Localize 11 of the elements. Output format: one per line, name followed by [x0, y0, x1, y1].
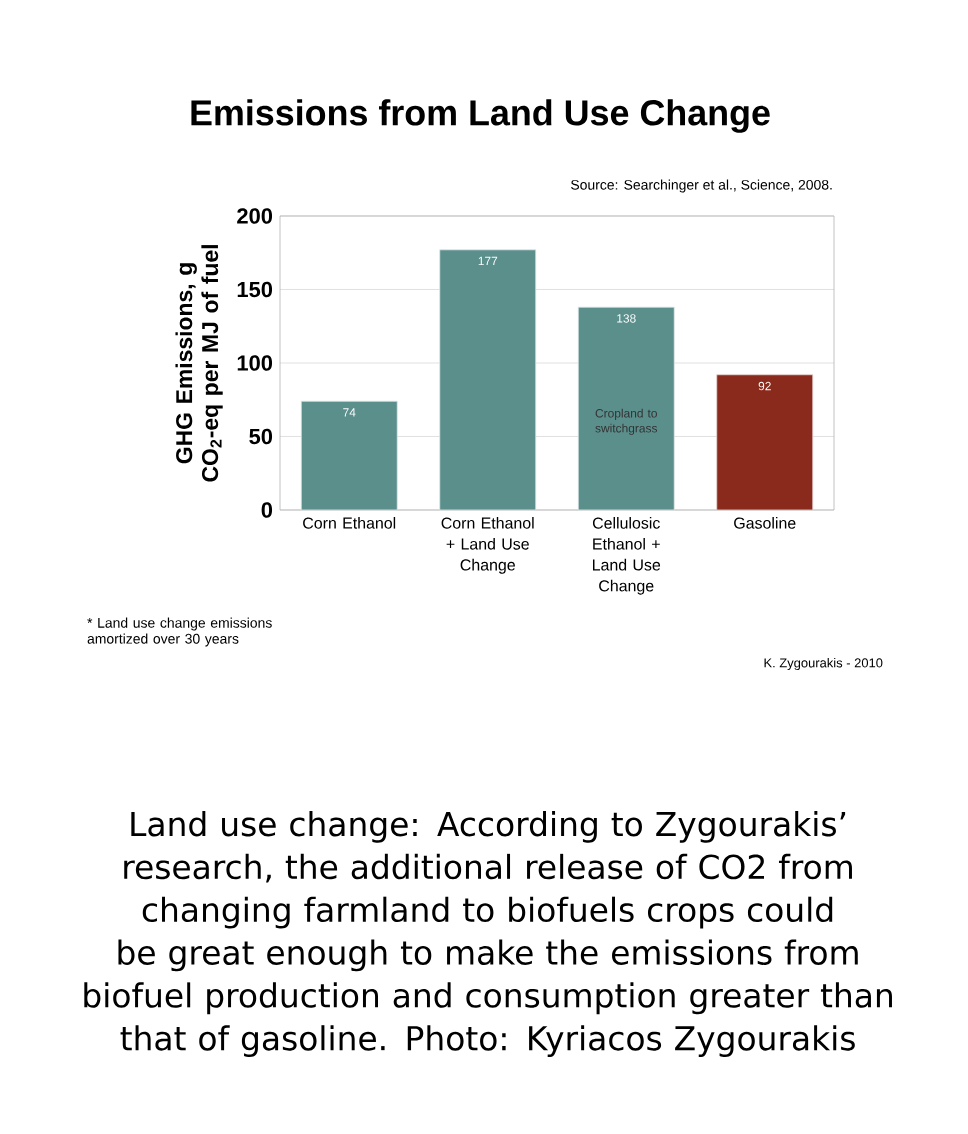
- text: Land use change: According to Zygourakis’ research, the additional release of CO2 from changing farmland to biofuels crops could be great enough to make the emissions from biofuel production and consumption greater than that of gasoline. Photo: Kyriacos Zygourakis: [84, 811, 892, 1058]
- bar: [716, 374, 814, 511]
- y-tick-label: 100: [237, 355, 273, 371]
- chart-title: Emissions from Land Use Change: [191, 99, 770, 133]
- y-tick-label: 150: [237, 281, 273, 298]
- bar: [577, 306, 675, 511]
- y-tick-label: 0: [261, 502, 273, 518]
- bar: [300, 400, 398, 511]
- y-tick-label: 200: [237, 208, 273, 224]
- y-tick-label: 50: [249, 428, 273, 445]
- bar: [439, 249, 537, 511]
